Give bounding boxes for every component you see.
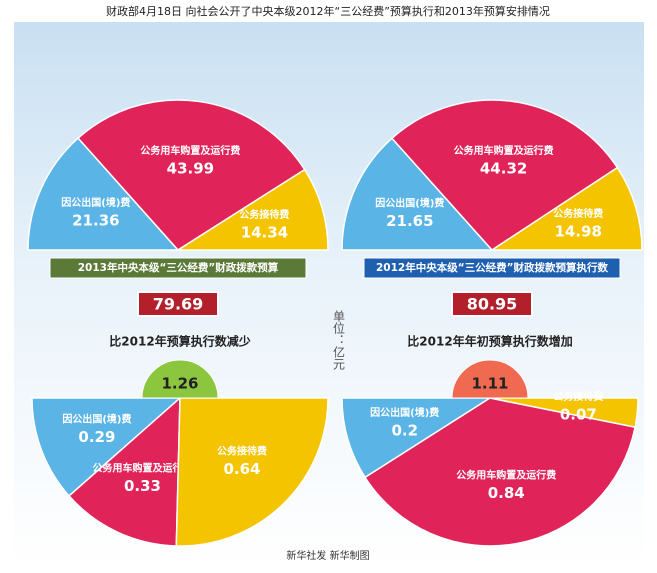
- slice-value: 0.29: [78, 428, 115, 446]
- slice-label: 公务用车购置及运行费: [140, 144, 240, 157]
- total-value: 79.69: [153, 295, 204, 314]
- slice-label: 公务接待费: [217, 445, 267, 458]
- slice-value: 44.32: [480, 159, 527, 177]
- infographic: 财政部4月18日 向社会公开了中央本级2012年“三公经费”预算执行和2013年…: [0, 0, 657, 573]
- total-value: 1.11: [471, 375, 508, 393]
- subtitle: 比2012年预算执行数减少: [109, 334, 250, 349]
- slice-label: 公务接待费: [239, 208, 289, 221]
- slice-label: 因公出国(境)费: [61, 196, 130, 209]
- slice-value: 0.84: [488, 484, 525, 502]
- slice-value: 14.98: [554, 223, 601, 241]
- slice-label: 公务用车购置及运行费: [456, 468, 556, 481]
- slice-label: 因公出国(境)费: [62, 412, 131, 425]
- title: 财政部4月18日 向社会公开了中央本级2012年“三公经费”预算执行和2013年…: [106, 4, 550, 18]
- slice-label: 公务接待费: [553, 390, 603, 403]
- slice-value: 0.2: [391, 421, 418, 439]
- slice-label: 公务接待费: [553, 207, 603, 220]
- slice-label: 因公出国(境)费: [370, 406, 439, 419]
- banner-text: 2013年中央本级“三公经费”财政拨款预算: [78, 261, 279, 274]
- total-value: 80.95: [467, 295, 518, 314]
- slice-label: 公务用车购置及运行费: [454, 144, 554, 157]
- slice-value: 0.33: [124, 477, 161, 495]
- source: 新华社发 新华制图: [286, 549, 369, 562]
- slice-value: 21.65: [386, 212, 433, 230]
- subtitle: 比2012年年初预算执行数增加: [407, 334, 572, 349]
- total-value: 1.26: [161, 375, 198, 393]
- slice-value: 0.07: [560, 405, 597, 423]
- slice-value: 21.36: [72, 212, 119, 230]
- slice-label: 因公出国(境)费: [375, 196, 444, 209]
- slice-value: 43.99: [167, 159, 214, 177]
- banner-text: 2012年中央本级“三公经费”财政拨款预算执行数: [376, 261, 609, 274]
- unit-label: 单位：亿元: [332, 310, 346, 371]
- slice-value: 0.64: [223, 460, 260, 478]
- slice-value: 14.34: [241, 223, 288, 241]
